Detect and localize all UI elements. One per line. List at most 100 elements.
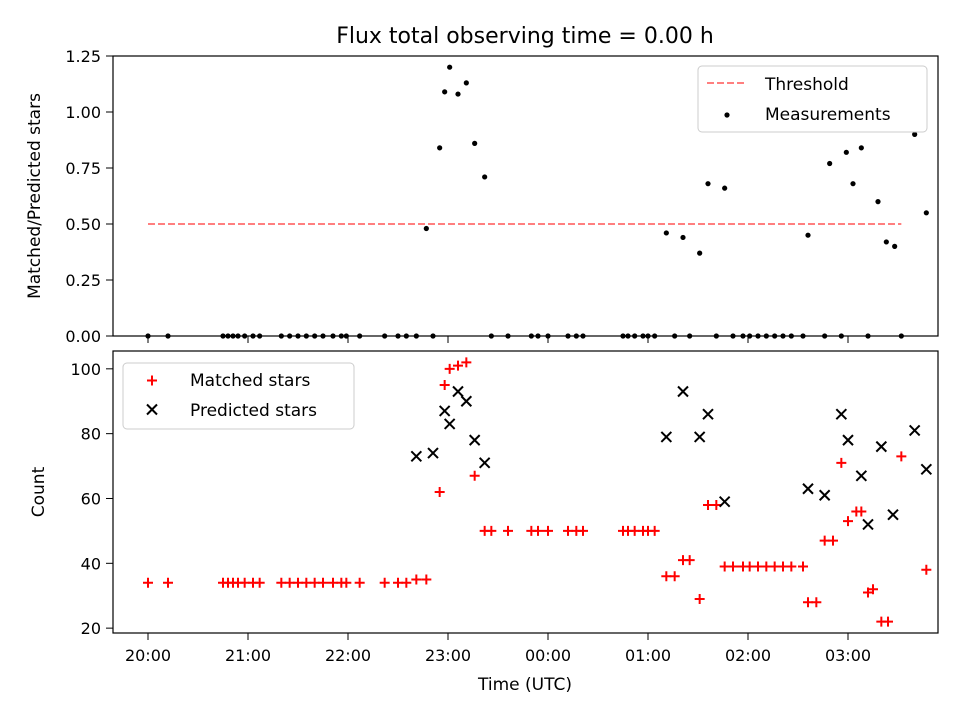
predicted-star-point [875, 440, 888, 453]
x-tick-label: 01:00 [625, 646, 671, 665]
matched-star-point [669, 571, 680, 582]
chart-title: Flux total observing time = 0.00 h [336, 24, 714, 49]
matched-star-point [684, 555, 695, 566]
bottom-x-ticks: 20:00 21:00 22:00 23:00 00:00 01:00 02:00 03:00 [125, 633, 871, 665]
matched-star-point [798, 561, 808, 572]
matched-star-point [143, 577, 153, 588]
matched-star-point [486, 525, 497, 536]
predicted-star-point [478, 457, 491, 469]
bottom-panel: 20 40 60 80 100 20:00 21:00 22:00 23:00 00:00 01:… [29, 350, 939, 695]
predicted-star-point [443, 418, 456, 430]
measurement-point [705, 181, 711, 187]
predicted-star-point [802, 483, 814, 495]
measurement-point [923, 210, 929, 216]
measurement-point [423, 225, 429, 232]
predicted-star-point [835, 408, 848, 420]
top-y-ticks: 0.00 0.25 0.50 0.75 1.00 1.25 [65, 47, 113, 346]
measurement-point [892, 243, 898, 249]
bottom-y-tick-label: 80 [81, 425, 101, 444]
matched-star-point [836, 457, 847, 468]
matched-star-point [761, 561, 772, 572]
matched-star-point [694, 593, 705, 604]
measurement-point [843, 149, 849, 155]
predicted-star-point [677, 385, 689, 398]
bottom-y-ticks: 20 40 60 80 100 [70, 360, 113, 638]
matched-star-point [354, 577, 365, 588]
predicted-star-point [427, 447, 439, 459]
measurement-point [447, 64, 453, 70]
x-tick-label: 23:00 [425, 646, 471, 665]
matched-star-point [828, 535, 838, 546]
predicted-legend-swatch [146, 403, 158, 416]
bottom-y-tick-label: 40 [81, 554, 101, 573]
measurement-point [680, 234, 686, 241]
x-tick-label: 03:00 [825, 646, 871, 665]
measurement-point [827, 160, 833, 167]
matched-star-point [421, 574, 432, 585]
matched-legend-label: Matched stars [190, 371, 310, 391]
measurements-legend-label: Measurements [765, 105, 891, 125]
bottom-y-tick-label: 20 [81, 619, 101, 638]
predicted-star-point [887, 508, 899, 521]
matched-star-point [401, 577, 412, 588]
measurement-point [472, 140, 478, 146]
measurement-point [722, 185, 728, 191]
predicted-star-point [862, 518, 874, 531]
measurement-point [850, 181, 856, 187]
measurement-point [805, 232, 811, 238]
matched-star-point [533, 525, 543, 536]
measurement-point [697, 250, 703, 256]
x-tick-label: 22:00 [325, 646, 371, 665]
matched-star-point [843, 516, 853, 527]
matched-star-point [318, 577, 328, 588]
x-tick-label: 20:00 [125, 646, 171, 665]
top-y-tick-label: 0.75 [65, 159, 101, 178]
matched-star-point [868, 584, 878, 595]
matched-star-point [711, 499, 722, 510]
predicted-star-point [908, 424, 921, 437]
threshold-legend-label: Threshold [764, 75, 849, 95]
measurement-point [437, 145, 443, 151]
top-y-tick-label: 1.00 [65, 103, 101, 122]
matched-star-point [276, 577, 287, 588]
matched-star-point [921, 564, 932, 575]
matched-star-point [883, 616, 893, 627]
predicted-star-point [818, 489, 831, 501]
top-legend: Threshold Measurements [697, 65, 928, 133]
top-panel: 0.00 0.25 0.50 0.75 1.00 1.25 Matched/Predict… [25, 47, 939, 346]
matched-star-point [453, 360, 463, 371]
top-y-axis-label: Matched/Predicted stars [25, 93, 45, 299]
measurement-point [463, 80, 469, 86]
top-legend-box [697, 65, 928, 133]
predicted-star-point [452, 385, 464, 398]
top-y-tick-label: 0.00 [65, 327, 101, 346]
top-axes-frame [112, 55, 939, 337]
predicted-star-point [702, 408, 714, 420]
matched-star-point [461, 357, 472, 368]
matched-star-point [434, 487, 445, 497]
matched-legend-swatch [147, 375, 157, 386]
top-y-tick-label: 1.25 [65, 47, 101, 66]
x-tick-label: 02:00 [725, 646, 771, 665]
measurement-point [663, 230, 669, 236]
matched-star-point [786, 561, 797, 572]
x-tick-label: 21:00 [225, 646, 271, 665]
bottom-legend-box [122, 362, 355, 430]
matched-star-point [661, 571, 672, 582]
x-axis-label: Time (UTC) [477, 675, 572, 695]
predicted-star-point [468, 434, 481, 446]
predicted-star-point [460, 395, 473, 407]
matched-star-point [728, 561, 738, 572]
predicted-star-point [660, 431, 673, 443]
bottom-axes-frame [112, 350, 939, 634]
predicted-star-point [438, 405, 451, 417]
matched-star-point [379, 577, 390, 588]
matched-star-point [811, 597, 822, 608]
measurement-point [858, 145, 864, 151]
matched-star-point [469, 470, 480, 481]
measurement-point [875, 199, 881, 205]
matched-star-point [578, 525, 588, 536]
top-y-tick-label: 0.25 [65, 271, 101, 290]
matched-star-point [301, 577, 312, 588]
